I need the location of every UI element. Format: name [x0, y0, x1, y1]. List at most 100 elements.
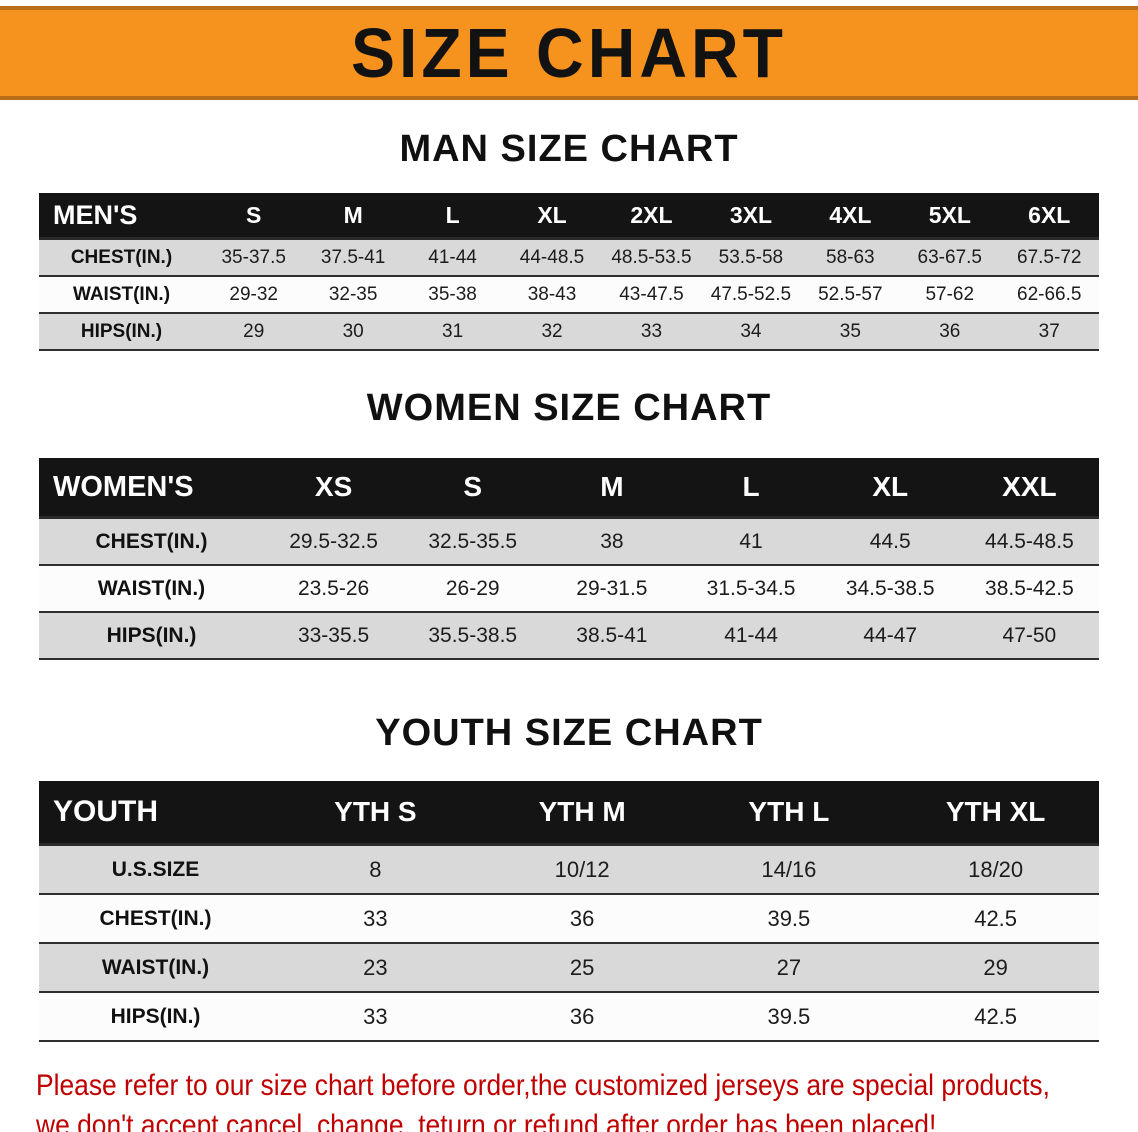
table-cell: 23.5-26 — [264, 565, 404, 613]
table-cell: 44.5 — [820, 517, 960, 566]
table-cell: 29-32 — [204, 276, 304, 314]
youth-size-table: YOUTH YTH S YTH M YTH L YTH XL U.S.SIZE 8 10/12… — [39, 781, 1099, 1042]
column-header-m: M — [303, 193, 403, 240]
table-cell: 33-35.5 — [264, 612, 404, 660]
table-cell: 42.5 — [892, 894, 1099, 944]
table-cell: 33 — [272, 894, 479, 944]
table-cell: 26-29 — [403, 565, 543, 613]
table-cell: 31 — [402, 313, 503, 351]
table-cell: 44-48.5 — [502, 238, 602, 277]
table-cell: 25 — [478, 943, 686, 993]
table-cell: 37.5-41 — [303, 238, 403, 277]
table-cell: 32.5-35.5 — [403, 517, 543, 566]
row-label: HIPS(IN.) — [39, 992, 272, 1042]
table-cell: 29 — [204, 313, 304, 351]
youth-table-row: CHEST(IN.) 33 36 39.5 42.5 — [39, 894, 1099, 944]
table-cell: 27 — [685, 943, 893, 993]
women-table-title: WOMEN'S — [39, 458, 264, 519]
women-table-row: HIPS(IN.) 33-35.5 35.5-38.5 38.5-41 41-44 44-… — [39, 612, 1099, 660]
table-cell: 53.5-58 — [701, 238, 801, 277]
column-header-l: L — [402, 193, 503, 240]
men-size-table: MEN'S S M L XL 2XL 3XL 4XL 5XL 6XL CHEST(IN.) 35-37… — [39, 193, 1099, 351]
table-cell: 39.5 — [685, 894, 893, 944]
disclaimer-line-2: we don't accept cancel, change, teturn o… — [36, 1109, 937, 1132]
table-cell: 8 — [272, 844, 479, 895]
table-cell: 38 — [542, 517, 682, 566]
women-chart-heading: WOMEN SIZE CHART — [366, 387, 772, 429]
row-label: HIPS(IN.) — [39, 313, 204, 351]
table-cell: 42.5 — [892, 992, 1099, 1042]
column-header-yth-xl: YTH XL — [892, 781, 1099, 846]
table-cell: 30 — [303, 313, 403, 351]
banner: SIZE CHART — [0, 6, 1138, 100]
men-table-row: CHEST(IN.) 35-37.5 37.5-41 41-44 44-48.5 48.5… — [39, 238, 1099, 277]
column-header-s: S — [204, 193, 304, 240]
table-cell: 34 — [701, 313, 801, 351]
table-cell: 34.5-38.5 — [820, 565, 960, 613]
youth-table-row: WAIST(IN.) 23 25 27 29 — [39, 943, 1099, 993]
table-cell: 36 — [478, 992, 686, 1042]
table-cell: 29-31.5 — [542, 565, 682, 613]
table-cell: 32-35 — [303, 276, 403, 314]
column-header-6xl: 6XL — [999, 193, 1099, 240]
column-header-5xl: 5XL — [900, 193, 1000, 240]
table-cell: 18/20 — [892, 844, 1099, 895]
women-size-chart-section: WOMEN SIZE CHART WOMEN'S XS S M L XL XXL CHEST(… — [0, 387, 1138, 660]
column-header-xs: XS — [264, 458, 404, 519]
youth-header-row: YOUTH YTH S YTH M YTH L YTH XL — [39, 781, 1099, 846]
youth-table-title: YOUTH — [39, 781, 272, 846]
row-label: WAIST(IN.) — [39, 276, 204, 314]
column-header-4xl: 4XL — [800, 193, 901, 240]
table-cell: 35-37.5 — [204, 238, 304, 277]
table-cell: 35 — [800, 313, 901, 351]
table-cell: 36 — [900, 313, 1000, 351]
table-cell: 38.5-42.5 — [959, 565, 1099, 613]
table-cell: 29.5-32.5 — [264, 517, 404, 566]
women-table-row: CHEST(IN.) 29.5-32.5 32.5-35.5 38 41 44.5 44.5… — [39, 517, 1099, 566]
column-header-xl: XL — [820, 458, 960, 519]
table-cell: 67.5-72 — [999, 238, 1099, 277]
row-label: WAIST(IN.) — [39, 565, 264, 613]
men-table-title: MEN'S — [39, 193, 204, 240]
table-cell: 63-67.5 — [900, 238, 1000, 277]
table-cell: 23 — [272, 943, 479, 993]
column-header-yth-m: YTH M — [478, 781, 686, 846]
column-header-l: L — [681, 458, 821, 519]
column-header-2xl: 2XL — [601, 193, 702, 240]
table-cell: 57-62 — [900, 276, 1000, 314]
column-header-xxl: XXL — [959, 458, 1099, 519]
row-label: WAIST(IN.) — [39, 943, 272, 993]
column-header-m: M — [542, 458, 682, 519]
disclaimer-text: Please refer to our size chart before or… — [36, 1066, 1138, 1132]
table-cell: 47-50 — [959, 612, 1099, 660]
table-cell: 38-43 — [502, 276, 602, 314]
table-cell: 44-47 — [820, 612, 960, 660]
table-cell: 31.5-34.5 — [681, 565, 821, 613]
table-cell: 41 — [681, 517, 821, 566]
table-cell: 52.5-57 — [800, 276, 901, 314]
row-label: CHEST(IN.) — [39, 517, 264, 566]
table-cell: 37 — [999, 313, 1099, 351]
column-header-xl: XL — [502, 193, 602, 240]
table-cell: 32 — [502, 313, 602, 351]
row-label: CHEST(IN.) — [39, 894, 272, 944]
youth-table-row: HIPS(IN.) 33 36 39.5 42.5 — [39, 992, 1099, 1042]
size-chart-page: SIZE CHART MAN SIZE CHART MEN'S S M L XL 2XL 3… — [0, 6, 1138, 1132]
table-cell: 14/16 — [685, 844, 893, 895]
youth-size-chart-section: YOUTH SIZE CHART YOUTH YTH S YTH M YTH L YTH… — [0, 712, 1138, 1042]
women-header-row: WOMEN'S XS S M L XL XXL — [39, 458, 1099, 519]
women-size-table: WOMEN'S XS S M L XL XXL CHEST(IN.) 29.5-32.5 32.5… — [39, 458, 1099, 660]
table-cell: 41-44 — [681, 612, 821, 660]
table-cell: 35-38 — [402, 276, 503, 314]
table-cell: 36 — [478, 894, 686, 944]
youth-chart-heading: YOUTH SIZE CHART — [375, 712, 763, 754]
men-header-row: MEN'S S M L XL 2XL 3XL 4XL 5XL 6XL — [39, 193, 1099, 240]
table-cell: 58-63 — [800, 238, 901, 277]
table-cell: 38.5-41 — [542, 612, 682, 660]
table-cell: 33 — [601, 313, 702, 351]
table-cell: 29 — [892, 943, 1099, 993]
table-cell: 44.5-48.5 — [959, 517, 1099, 566]
women-table-row: WAIST(IN.) 23.5-26 26-29 29-31.5 31.5-34.5 34… — [39, 565, 1099, 613]
men-table-row: HIPS(IN.) 29 30 31 32 33 34 35 36 37 — [39, 313, 1099, 351]
table-cell: 41-44 — [402, 238, 503, 277]
